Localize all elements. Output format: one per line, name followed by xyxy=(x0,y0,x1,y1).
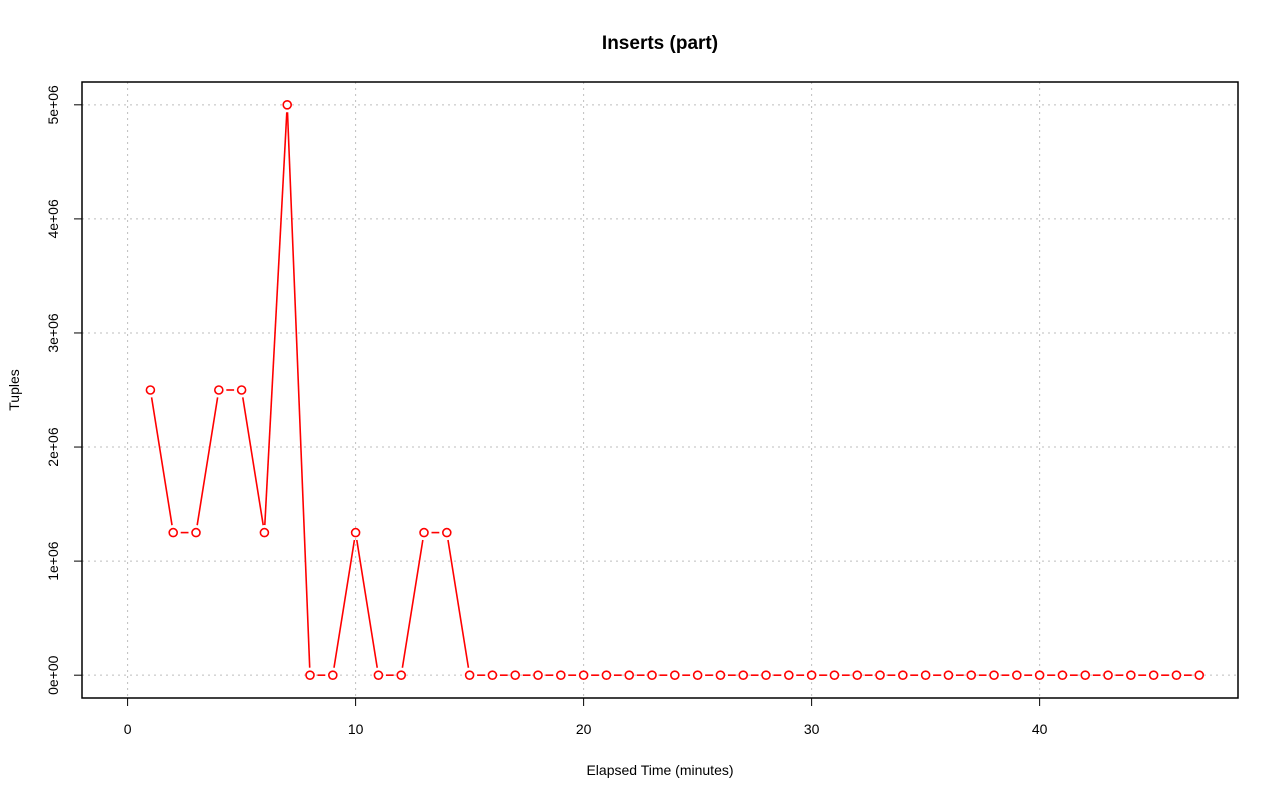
chart-title: Inserts (part) xyxy=(602,33,718,54)
data-point xyxy=(328,670,338,680)
data-point xyxy=(282,100,293,110)
data-point xyxy=(396,670,407,680)
y-axis-label: Tuples xyxy=(6,369,22,411)
data-point xyxy=(442,527,452,538)
y-tick-label: 0e+00 xyxy=(45,655,61,695)
y-tick-label: 4e+06 xyxy=(45,199,61,239)
data-point xyxy=(168,527,179,538)
data-point xyxy=(852,670,863,680)
data-point xyxy=(920,670,931,680)
data-point xyxy=(1148,670,1159,680)
data-point xyxy=(829,670,840,680)
data-point xyxy=(647,670,657,680)
data-point xyxy=(556,670,566,680)
data-point xyxy=(1012,670,1022,680)
series-segment xyxy=(264,112,288,526)
data-point xyxy=(487,670,498,680)
data-point xyxy=(784,670,794,680)
series-segment xyxy=(401,539,424,668)
y-tick-label: 1e+06 xyxy=(45,541,61,581)
data-point xyxy=(259,527,270,538)
data-point xyxy=(373,670,384,680)
data-point xyxy=(715,670,726,680)
x-axis-label: Elapsed Time (minutes) xyxy=(586,762,733,778)
y-tick-label: 5e+06 xyxy=(45,85,61,125)
data-point xyxy=(1194,670,1205,680)
data-point xyxy=(1034,670,1045,680)
series-line xyxy=(150,112,1192,676)
data-point xyxy=(966,670,977,680)
series-segment xyxy=(333,539,356,668)
data-points xyxy=(145,100,1205,680)
data-point xyxy=(578,670,589,680)
x-tick-label: 20 xyxy=(576,721,592,737)
data-point xyxy=(875,670,885,680)
data-point xyxy=(464,670,475,680)
data-point xyxy=(624,670,635,680)
data-point xyxy=(305,670,315,680)
data-point xyxy=(738,670,749,680)
data-point xyxy=(419,527,429,538)
data-point xyxy=(601,670,612,680)
data-point xyxy=(533,670,543,680)
data-point xyxy=(1103,670,1113,680)
data-point xyxy=(236,385,247,395)
data-point xyxy=(510,670,521,680)
data-point xyxy=(692,670,703,680)
x-tick-label: 30 xyxy=(804,721,820,737)
data-point xyxy=(145,385,156,395)
data-point xyxy=(943,670,954,680)
x-tick-label: 0 xyxy=(124,721,132,737)
data-point xyxy=(1126,670,1136,680)
y-axis: 0e+00 1e+06 2e+06 3e+06 4e+06 5e+06 xyxy=(45,85,83,695)
x-tick-label: 10 xyxy=(348,721,364,737)
data-point xyxy=(214,385,224,395)
grid-lines xyxy=(82,82,1238,698)
data-point xyxy=(350,527,361,538)
series-segment xyxy=(286,112,311,668)
x-tick-label: 40 xyxy=(1032,721,1048,737)
data-point xyxy=(898,670,908,680)
data-point xyxy=(670,670,680,680)
data-point xyxy=(806,670,817,680)
series-segment xyxy=(447,539,470,668)
series-segment xyxy=(150,397,173,526)
data-point xyxy=(989,670,999,680)
data-point xyxy=(1080,670,1091,680)
x-axis: 0 10 20 30 40 xyxy=(124,697,1048,737)
y-tick-label: 2e+06 xyxy=(45,427,61,467)
series-segment xyxy=(241,397,265,526)
data-point xyxy=(761,670,771,680)
data-point xyxy=(191,527,201,538)
y-tick-label: 3e+06 xyxy=(45,313,61,353)
series-segment xyxy=(356,539,379,668)
plot-frame xyxy=(81,81,1239,699)
data-point xyxy=(1171,670,1182,680)
series-segment xyxy=(196,397,219,526)
data-point xyxy=(1057,670,1068,680)
